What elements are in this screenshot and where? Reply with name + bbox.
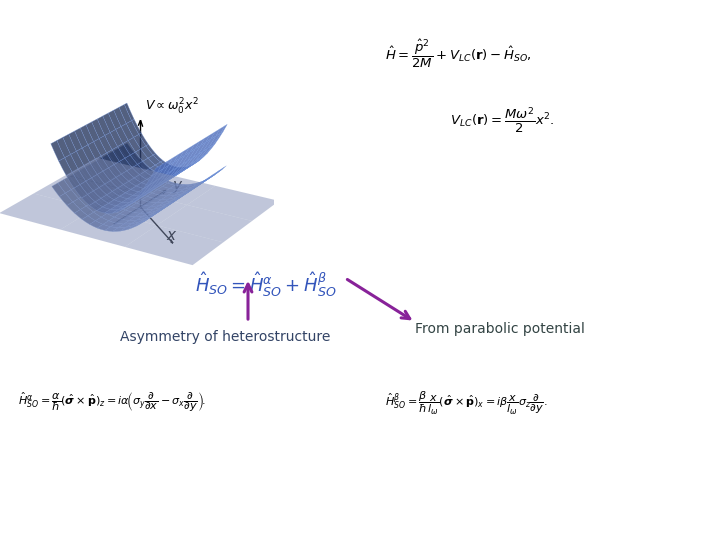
Text: $\hat{H} = \dfrac{\hat{p}^2}{2M} + V_{LC}(\mathbf{r}) - \hat{H}_{SO},$: $\hat{H} = \dfrac{\hat{p}^2}{2M} + V_{LC… (385, 38, 531, 70)
Text: $\hat{H}^{\alpha}_{SO} = \dfrac{\alpha}{\hbar}(\hat{\boldsymbol{\sigma}}\times\h: $\hat{H}^{\alpha}_{SO} = \dfrac{\alpha}{… (18, 390, 206, 414)
Text: $\hat{H}^{\beta}_{SO} = \dfrac{\beta}{\hbar}\dfrac{x}{l_\omega}(\hat{\boldsymbol: $\hat{H}^{\beta}_{SO} = \dfrac{\beta}{\h… (385, 390, 548, 417)
Text: $V_{LC}(\mathbf{r}) = \dfrac{M\omega^2}{2}x^2.$: $V_{LC}(\mathbf{r}) = \dfrac{M\omega^2}{… (450, 105, 554, 134)
Text: From parabolic potential: From parabolic potential (415, 322, 585, 336)
Text: Asymmetry of heterostructure: Asymmetry of heterostructure (120, 330, 330, 344)
Text: $\hat{H}_{SO} = \hat{H}^{\alpha}_{SO} + \hat{H}^{\beta}_{SO}$: $\hat{H}_{SO} = \hat{H}^{\alpha}_{SO} + … (195, 270, 336, 299)
